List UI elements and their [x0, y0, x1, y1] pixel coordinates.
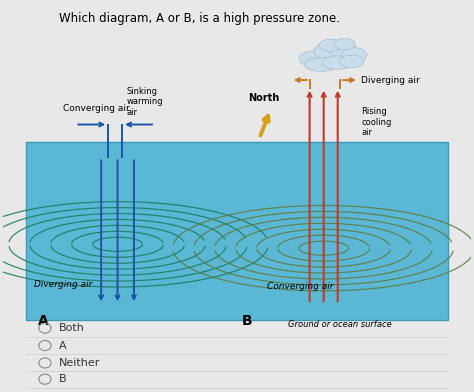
Text: Sinking
warming
air: Sinking warming air [127, 87, 164, 117]
Ellipse shape [329, 41, 356, 57]
Ellipse shape [314, 43, 343, 60]
Text: B: B [242, 314, 252, 328]
Ellipse shape [335, 38, 355, 50]
Ellipse shape [322, 56, 353, 69]
Text: Converging air: Converging air [267, 282, 334, 291]
Ellipse shape [341, 47, 367, 62]
Text: A: A [59, 341, 67, 350]
Ellipse shape [339, 55, 364, 68]
Text: North: North [248, 93, 280, 103]
Text: B: B [59, 374, 67, 384]
Ellipse shape [299, 51, 329, 67]
Text: Diverging air: Diverging air [361, 76, 420, 85]
Ellipse shape [304, 58, 338, 72]
Ellipse shape [319, 39, 342, 51]
Text: Rising
cooling
air: Rising cooling air [361, 107, 392, 137]
Text: Neither: Neither [59, 358, 100, 368]
Polygon shape [26, 142, 448, 319]
Text: Both: Both [59, 323, 85, 333]
Text: Which diagram, A or B, is a high pressure zone.: Which diagram, A or B, is a high pressur… [59, 13, 340, 25]
Text: Ground or ocean surface: Ground or ocean surface [288, 320, 392, 329]
Text: A: A [38, 314, 49, 328]
Text: Diverging air: Diverging air [35, 280, 93, 289]
Text: Converging air: Converging air [63, 104, 130, 113]
